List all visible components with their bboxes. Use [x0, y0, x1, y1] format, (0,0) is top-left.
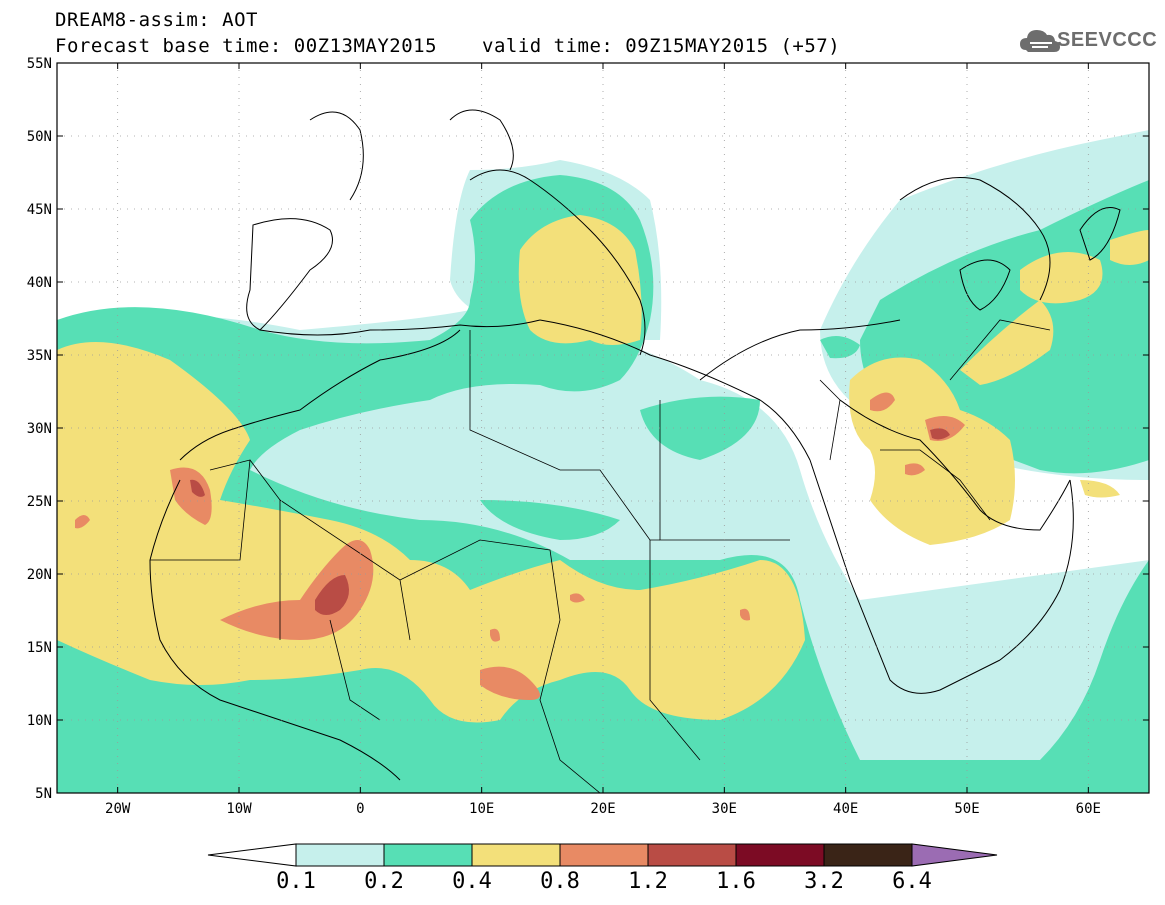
- lat-tick-label: 50N: [27, 129, 52, 145]
- colorbar-label: 1.2: [628, 869, 668, 894]
- axis-ticks: [57, 62, 1149, 794]
- lat-tick-label: 5N: [35, 786, 52, 802]
- colorbar-label: 1.6: [716, 869, 756, 894]
- map-title: DREAM8-assim: AOT: [55, 9, 258, 31]
- aot-fields: [57, 130, 1149, 793]
- valid-time-label: valid time: 09Z15MAY2015 (+57): [482, 35, 841, 57]
- lon-tick-label: 60E: [1076, 801, 1101, 817]
- colorbar-segment: [735, 843, 825, 867]
- colorbar-label: 0.8: [540, 869, 580, 894]
- lat-tick-label: 55N: [27, 56, 52, 72]
- cloud-icon: [1020, 30, 1060, 52]
- country-borders: [150, 319, 1051, 793]
- colorbar-label: 3.2: [804, 869, 844, 894]
- lon-tick-label: 40E: [833, 801, 858, 817]
- colorbar-segment: [295, 843, 385, 867]
- lat-tick-label: 40N: [27, 275, 52, 291]
- lon-tick-label: 20W: [105, 801, 131, 817]
- colorbar-segment: [823, 843, 913, 867]
- colorbar-segment: [559, 843, 649, 867]
- logo-text: SEEVCCC: [1057, 29, 1158, 51]
- lat-tick-label: 30N: [27, 421, 52, 437]
- base-time-label: Forecast base time: 00Z13MAY2015: [55, 35, 438, 57]
- lat-tick-label: 35N: [27, 348, 52, 364]
- aot-level-12: [190, 428, 950, 615]
- lon-tick-label: 10E: [469, 801, 494, 817]
- lat-tick-label: 10N: [27, 713, 52, 729]
- lon-tick-label: 50E: [954, 801, 979, 817]
- lat-lon-grid: [57, 63, 1149, 793]
- colorbar-label: 6.4: [892, 869, 932, 894]
- lat-tick-label: 15N: [27, 640, 52, 656]
- colorbar-over-triangle: [911, 843, 998, 867]
- lon-tick-label: 30E: [712, 801, 737, 817]
- lat-tick-label: 45N: [27, 202, 52, 218]
- colorbar-label: 0.1: [276, 869, 316, 894]
- lat-tick-label: 20N: [27, 567, 52, 583]
- colorbar-label: 0.4: [452, 869, 492, 894]
- lon-tick-label: 0: [356, 801, 364, 817]
- coastlines: [149, 109, 1121, 781]
- lat-tick-label: 25N: [27, 494, 52, 510]
- colorbar: [207, 843, 998, 867]
- axis-labels: 20W 10W 0 10E 20E 30E 40E 50E 60E 5N 10N 15N 20N 25N 3…: [27, 56, 1101, 817]
- colorbar-segment: [647, 843, 737, 867]
- colorbar-segment: [383, 843, 473, 867]
- colorbar-segment: [471, 843, 561, 867]
- colorbar-under-triangle: [207, 843, 297, 867]
- colorbar-label: 0.2: [364, 869, 404, 894]
- lon-tick-label: 10W: [226, 801, 252, 817]
- lon-tick-label: 20E: [590, 801, 615, 817]
